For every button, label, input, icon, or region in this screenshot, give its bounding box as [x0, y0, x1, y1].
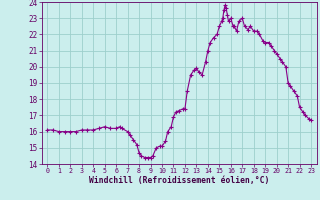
- X-axis label: Windchill (Refroidissement éolien,°C): Windchill (Refroidissement éolien,°C): [89, 176, 269, 185]
